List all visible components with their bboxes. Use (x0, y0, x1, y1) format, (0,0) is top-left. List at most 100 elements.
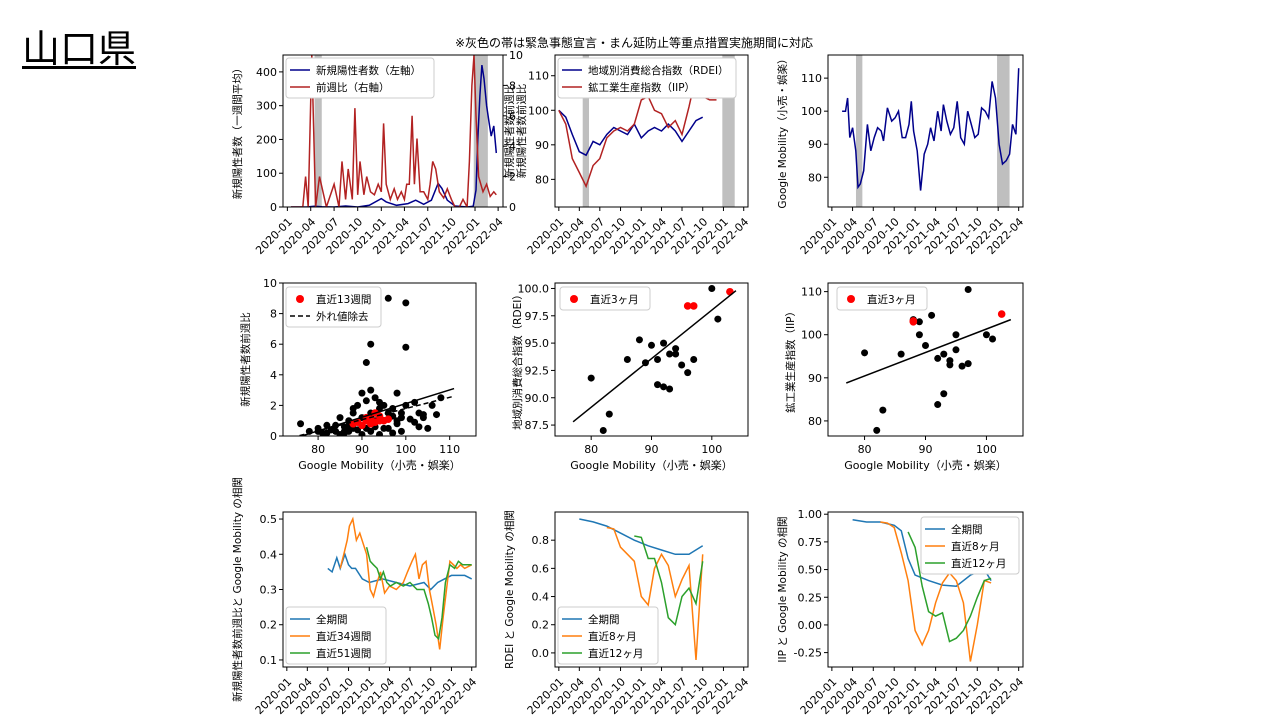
scatter-point (982, 331, 990, 339)
y-tick-label: 100.0 (518, 282, 550, 295)
chart-p6: 80 90 100 110 80 90 100 Google Mobility（小売・娯楽） 鉱… (784, 282, 1024, 472)
x-axis-label: Google Mobility（小売・娯楽） (298, 458, 460, 472)
legend-box (559, 286, 651, 311)
scatter-point (384, 294, 392, 302)
scatter-point (402, 343, 410, 351)
scatter-point (660, 383, 668, 391)
y-tick-label: 80 (808, 171, 822, 184)
scatter-point (376, 430, 383, 436)
scatter-point (354, 426, 362, 434)
legend-label: 直近34週間 (316, 630, 371, 643)
scatter-point (340, 427, 348, 435)
legend-label: 直近13週間 (316, 293, 371, 306)
chart-p5: 87.5 90.0 92.5 95.0 97.5 100.0 80 90 100 Google M… (511, 282, 749, 472)
axes-frame (282, 282, 477, 437)
legend-label: 全期間 (316, 613, 348, 626)
legend-label: 新規陽性者数（左軸） (316, 64, 421, 77)
chart-p8: 0.00.20.40.60.82020-012020-042020-072020… (503, 510, 751, 717)
y-tick-label: 100 (801, 329, 822, 342)
scatter-point (672, 345, 680, 353)
fit-line (846, 318, 1012, 384)
plot-area (572, 284, 737, 435)
y-axis-label: 地域別消費総合指数（RDEI） (511, 289, 524, 430)
series-line (365, 547, 472, 641)
scatter-point (934, 354, 942, 362)
y-tick-label: 100 (256, 167, 277, 180)
emergency-band (582, 55, 590, 207)
plot-area (327, 516, 473, 650)
y-tick-label: 110 (801, 286, 822, 299)
legend-marker (296, 295, 304, 303)
y-axis-label: 新規陽性者数前週比 (239, 312, 252, 407)
scatter-point (323, 429, 331, 436)
scatter-point (934, 401, 942, 409)
legend-label: 全期間 (951, 523, 983, 536)
y-tick-label: 0.1 (260, 654, 278, 667)
legend-label: 直近3ヶ月 (867, 293, 916, 306)
series-line (579, 518, 704, 556)
legend-label: 直近8ヶ月 (951, 540, 1000, 553)
scatter-point (358, 389, 366, 397)
x-tick-label: 100 (701, 443, 722, 456)
y-tick-label: 90 (808, 138, 822, 151)
legend-label: 外れ値除去 (316, 310, 369, 323)
scatter-point (349, 409, 357, 417)
legend-label: 前週比（右軸） (316, 81, 390, 94)
chart-p4: 0 2 4 6 8 10 80 90 100 110 Google Mobility（小売・娯楽） 新… (239, 277, 477, 472)
y-tick-label: 100 (801, 105, 822, 118)
scatter-point (362, 359, 370, 367)
scatter-point (989, 335, 997, 343)
recent-point (384, 415, 393, 423)
plot-area (842, 55, 1020, 207)
emergency-band (314, 55, 322, 207)
scatter-point (690, 356, 698, 363)
scatter-point (654, 356, 662, 363)
y-right-tick-label: 10 (509, 49, 523, 62)
scatter-point (411, 418, 419, 426)
y-tick-label: 0.8 (532, 534, 550, 547)
scatter-point (428, 401, 436, 409)
y-right-tick-label: 4 (509, 140, 516, 153)
legend-label: 直近3ヶ月 (590, 293, 639, 306)
scatter-point (861, 349, 869, 357)
scatter-point (336, 414, 344, 422)
shading-note: ※灰色の帯は緊急事態宣言・まん延防止等重点措置実施期間に対応 (455, 36, 814, 50)
y-tick-label: 110 (528, 70, 549, 83)
scatter-point (397, 427, 405, 435)
scatter-point (587, 374, 595, 382)
scatter-point (708, 284, 716, 292)
scatter-point (714, 315, 722, 323)
scatter-point (433, 411, 441, 419)
legend-label: 直近12ヶ月 (951, 557, 1006, 570)
legend-label: 直近8ヶ月 (588, 630, 637, 643)
y-right-tick-label: 6 (509, 110, 516, 123)
y-tick-label: 0 (270, 430, 277, 443)
x-tick-label: 80 (584, 443, 598, 456)
legend-label: 鉱工業生産指数（IIP） (588, 81, 695, 94)
scatter-point (419, 411, 427, 419)
plot-area (579, 518, 704, 661)
x-tick-label: 80 (858, 443, 872, 456)
scatter-point (964, 360, 972, 368)
scatter-point (367, 340, 375, 348)
y-tick-label: 0.3 (260, 584, 278, 597)
y-tick-label: 10 (263, 277, 277, 290)
scatter-point (678, 361, 686, 369)
scatter-point (371, 394, 379, 402)
y-tick-label: 0.4 (532, 591, 550, 604)
y-tick-label: 0.6 (532, 562, 550, 575)
y-right-tick-label: 8 (509, 79, 516, 92)
y-tick-label: 90.0 (525, 392, 550, 405)
y-axis-label: 新規陽性者数（一週間平均） (231, 63, 244, 200)
y-tick-label: 8 (270, 308, 277, 321)
scatter-point (354, 401, 362, 409)
y-tick-label: 300 (256, 100, 277, 113)
scatter-point (873, 426, 881, 434)
y-tick-label: 0 (270, 201, 277, 214)
series-line (634, 535, 704, 627)
legend-label: 地域別消費総合指数（RDEI） (588, 64, 729, 77)
x-tick-label: 90 (355, 443, 369, 456)
y-axis-label: 鉱工業生産指数（IIP） (784, 306, 797, 413)
y-tick-label: 400 (256, 66, 277, 79)
y-tick-label: 100 (528, 104, 549, 117)
